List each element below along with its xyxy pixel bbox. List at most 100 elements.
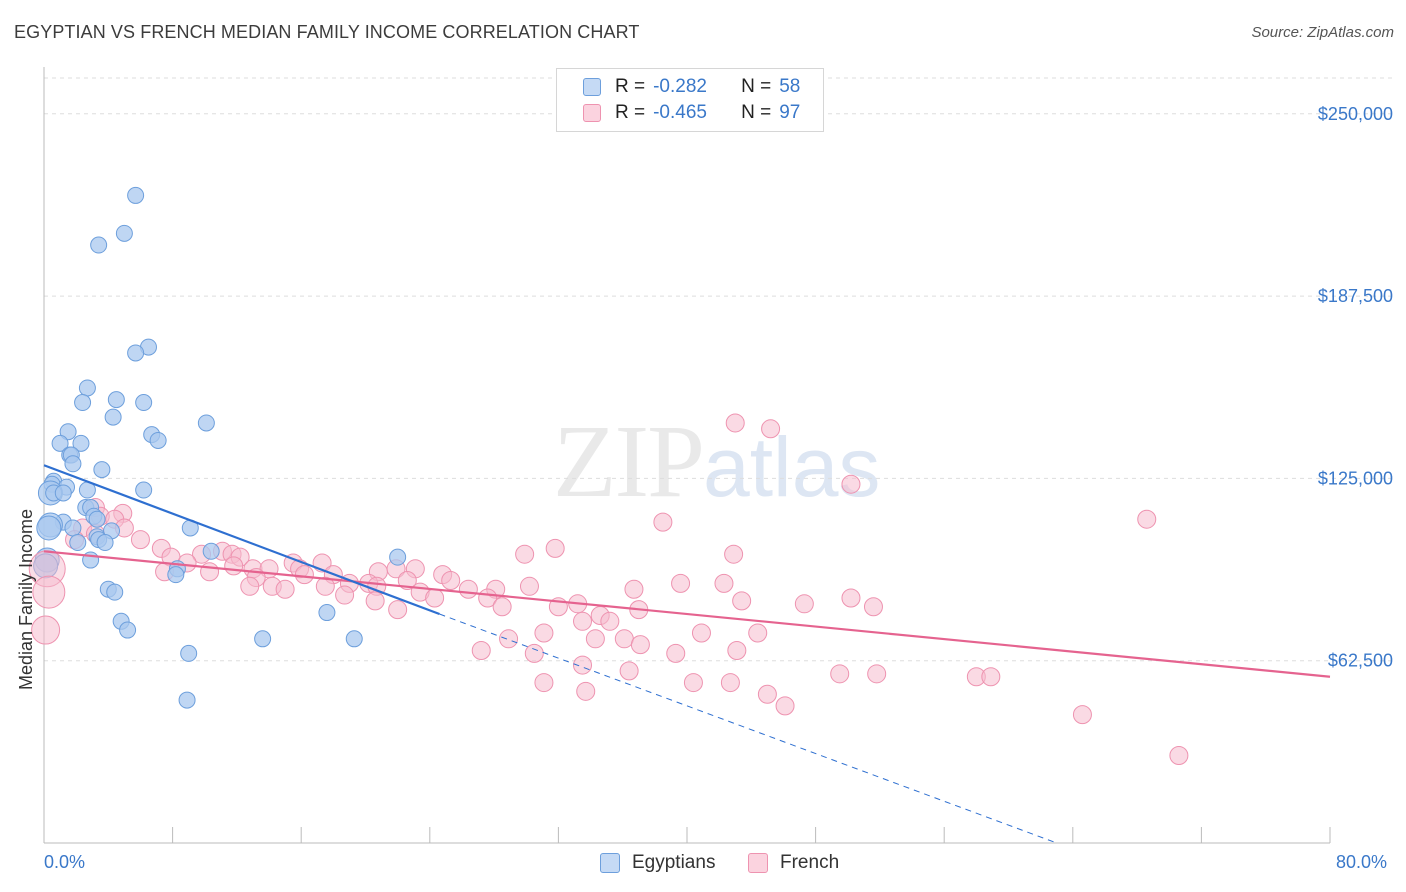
french-point — [841, 474, 861, 494]
egyptian-point — [51, 434, 69, 452]
egyptian-point — [64, 519, 82, 537]
y-tick-label: $187,500 — [1318, 286, 1393, 306]
french-point — [600, 611, 620, 631]
watermark-atlas: atlas — [703, 420, 881, 514]
chart-title: EGYPTIAN VS FRENCH MEDIAN FAMILY INCOME … — [14, 22, 640, 42]
egyptian-point — [93, 461, 111, 479]
french-point — [630, 635, 650, 655]
egyptian-point — [78, 379, 96, 397]
egyptian-point — [135, 481, 153, 499]
french-point — [830, 664, 850, 684]
french-point — [32, 575, 66, 609]
egyptian-point — [167, 566, 185, 584]
egyptian-point — [149, 431, 167, 449]
french-point — [724, 544, 744, 564]
egyptians-swatch — [583, 78, 601, 96]
egyptian-point — [104, 408, 122, 426]
legend-row-egyptians: R = -0.282 N = 58 — [583, 75, 800, 99]
french-legend-swatch — [748, 853, 768, 873]
egyptian-point — [197, 414, 215, 432]
legend-label-egyptians: Egyptians — [632, 852, 716, 873]
french-point — [294, 565, 314, 585]
french-point — [534, 623, 554, 643]
french-point — [545, 538, 565, 558]
egyptian-point — [115, 224, 133, 242]
legend-r-label: R = — [615, 102, 646, 123]
legend-row-french: R = -0.465 N = 97 — [583, 101, 800, 125]
french-point — [732, 591, 752, 611]
french-point — [619, 661, 639, 681]
french-point — [775, 696, 795, 716]
egyptian-point — [59, 423, 77, 441]
french-point — [1072, 705, 1092, 725]
egyptian-point — [106, 583, 124, 601]
egyptian-point — [202, 542, 220, 560]
french-point — [515, 544, 535, 564]
egyptian-point — [107, 391, 125, 409]
egyptian-point — [135, 394, 153, 412]
french-point — [585, 629, 605, 649]
french-point — [576, 681, 596, 701]
french-point — [761, 419, 781, 439]
egyptian-point — [36, 515, 62, 541]
egyptian-point — [178, 691, 196, 709]
french-point — [519, 576, 539, 596]
legend-label-french: French — [780, 852, 840, 873]
french-point — [794, 594, 814, 614]
egyptian-point — [72, 434, 90, 452]
egyptian-point — [180, 644, 198, 662]
french-point — [240, 576, 260, 596]
french-point — [388, 600, 408, 620]
egyptian-point — [90, 236, 108, 254]
french-point — [748, 623, 768, 643]
french-point — [315, 576, 335, 596]
french-point — [200, 562, 220, 582]
french-point — [624, 579, 644, 599]
french-point — [492, 597, 512, 617]
french-point — [1137, 509, 1157, 529]
french-point — [499, 629, 519, 649]
legend-item-egyptians[interactable]: Egyptians — [600, 852, 715, 874]
legend-item-french[interactable]: French — [748, 852, 839, 874]
stats-legend: R = -0.282 N = 58 R = -0.465 N = 97 — [556, 68, 824, 132]
y-axis-title: Median Family Income — [16, 508, 36, 690]
french-point — [1169, 745, 1189, 765]
french-point — [335, 585, 355, 605]
french-point — [397, 570, 417, 590]
egyptian-point — [254, 630, 272, 648]
french-point — [573, 611, 593, 631]
legend-r-value: -0.282 — [653, 76, 707, 97]
y-tick-label: $62,500 — [1328, 651, 1393, 671]
french-point — [425, 588, 445, 608]
y-tick-label: $250,000 — [1318, 104, 1393, 124]
french-point — [727, 640, 747, 660]
french-point — [666, 643, 686, 663]
egyptian-point — [88, 510, 106, 528]
french-point — [757, 684, 777, 704]
egyptian-point — [127, 344, 145, 362]
series-legend: Egyptians French — [0, 852, 1406, 876]
french-point — [365, 591, 385, 611]
french-point — [653, 512, 673, 532]
french-point — [524, 643, 544, 663]
egyptian-point — [69, 534, 87, 552]
egyptian-point — [64, 455, 82, 473]
egyptian-point — [127, 186, 145, 204]
french-point — [981, 667, 1001, 687]
french-point — [725, 413, 745, 433]
legend-n-label: N = — [741, 76, 772, 97]
french-point — [534, 673, 554, 693]
french-point — [275, 579, 295, 599]
french-point — [714, 573, 734, 593]
french-point — [867, 664, 887, 684]
egyptian-point — [119, 621, 137, 639]
egyptian-point — [318, 604, 336, 622]
french-point — [471, 640, 491, 660]
legend-r-value: -0.465 — [653, 102, 707, 123]
french-point — [31, 615, 61, 645]
egyptian-point — [74, 394, 92, 412]
egyptian-point — [96, 534, 114, 552]
x-tick-label-min: 0.0% — [44, 852, 86, 872]
legend-n-value: 97 — [779, 102, 801, 123]
